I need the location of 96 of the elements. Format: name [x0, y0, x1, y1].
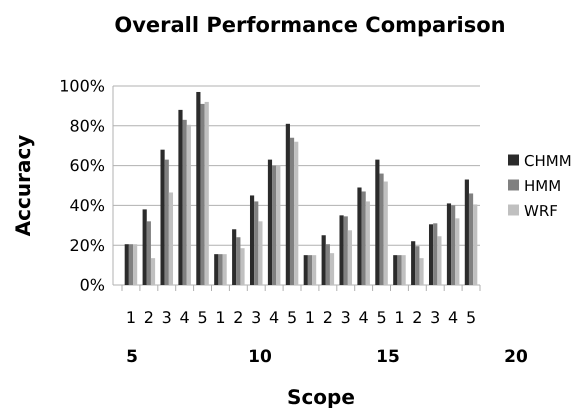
bar	[186, 124, 191, 285]
bar	[142, 209, 147, 285]
bar	[446, 203, 452, 285]
x-tick-label: 4	[358, 308, 369, 327]
bar	[133, 244, 138, 285]
bar	[124, 244, 129, 285]
text: 5	[126, 347, 138, 367]
bar	[200, 104, 205, 285]
x-tick-label: 4	[180, 308, 190, 327]
bar	[326, 244, 330, 285]
bar	[196, 92, 200, 285]
x-tick-label: 5	[197, 308, 208, 327]
bar	[433, 223, 438, 285]
legend-label: HMM	[524, 176, 562, 195]
bar	[419, 258, 424, 285]
bar	[150, 258, 156, 285]
bar	[384, 182, 388, 285]
bar	[397, 255, 402, 285]
x-tick-label: 5	[376, 308, 387, 327]
bar	[348, 230, 352, 285]
bar	[222, 254, 227, 285]
bar	[357, 187, 362, 285]
bar	[232, 229, 236, 285]
y-tick-label: 60%	[69, 156, 105, 176]
bar	[339, 215, 344, 285]
bar	[415, 246, 420, 285]
x-tick-label: 3	[162, 308, 172, 327]
bar	[344, 216, 348, 285]
bar	[473, 204, 478, 285]
bar	[268, 160, 272, 285]
y-tick-label: 20%	[69, 236, 105, 255]
bar	[312, 255, 316, 285]
bar	[204, 102, 209, 285]
bar	[451, 205, 456, 285]
bar	[411, 241, 416, 285]
bar	[214, 254, 218, 285]
bar	[437, 236, 442, 285]
x-tick-label: 5	[286, 308, 298, 327]
x-tick-label: 4	[269, 308, 280, 327]
y-tick-label: 100%	[59, 76, 105, 96]
x-tick-label: 3	[340, 308, 351, 327]
bar	[464, 180, 469, 285]
bar	[286, 124, 290, 285]
x-tick-label: 1	[126, 308, 136, 327]
bar	[455, 218, 460, 285]
text: 10	[248, 347, 272, 367]
bar	[402, 255, 406, 285]
y-tick-label: 0%	[80, 276, 105, 295]
x-tick-label: 1	[304, 308, 316, 327]
bar	[379, 174, 384, 285]
bar	[254, 201, 258, 285]
bar	[366, 201, 370, 285]
bar	[236, 237, 240, 285]
y-tick-label: 80%	[69, 116, 105, 136]
y-axis-title: Accuracy	[11, 134, 35, 236]
bar	[128, 244, 134, 285]
bar	[258, 221, 263, 285]
x-tick-label: 5	[466, 308, 476, 327]
bar	[164, 160, 169, 285]
chart-title: Overall Performance Comparison	[114, 13, 506, 37]
bar	[250, 195, 254, 285]
x-tick-label: 2	[144, 308, 154, 327]
bar	[393, 255, 398, 285]
x-axis-title: Scope	[287, 385, 355, 408]
bar	[168, 192, 174, 285]
bar	[218, 254, 223, 285]
bar	[290, 138, 294, 285]
bar	[304, 255, 308, 285]
y-tick-label: 40%	[69, 196, 105, 215]
x-tick-label: 2	[322, 308, 333, 327]
bar	[375, 160, 380, 285]
bar	[146, 221, 151, 285]
bar	[240, 248, 245, 285]
bar	[330, 253, 334, 285]
bar	[362, 191, 366, 285]
bar	[272, 166, 276, 285]
x-tick-label: 1	[215, 308, 226, 327]
bar	[182, 120, 187, 285]
x-tick-label: 1	[394, 308, 405, 327]
bar	[428, 224, 434, 285]
x-tick-label: 4	[448, 308, 458, 327]
x-tick-label: 3	[251, 308, 262, 327]
bar	[178, 110, 183, 285]
bar	[276, 166, 280, 285]
text: 15	[376, 347, 400, 367]
bar	[160, 150, 165, 285]
bar	[308, 255, 312, 285]
bar	[468, 193, 474, 285]
x-tick-label: 2	[233, 308, 244, 327]
legend-label: CHMM	[524, 152, 572, 170]
legend-label: WRF	[524, 202, 558, 220]
bar	[322, 235, 326, 285]
bar	[294, 142, 298, 285]
x-tick-label: 3	[430, 308, 440, 327]
x-tick-label: 2	[412, 308, 422, 327]
text: 20	[504, 347, 528, 367]
